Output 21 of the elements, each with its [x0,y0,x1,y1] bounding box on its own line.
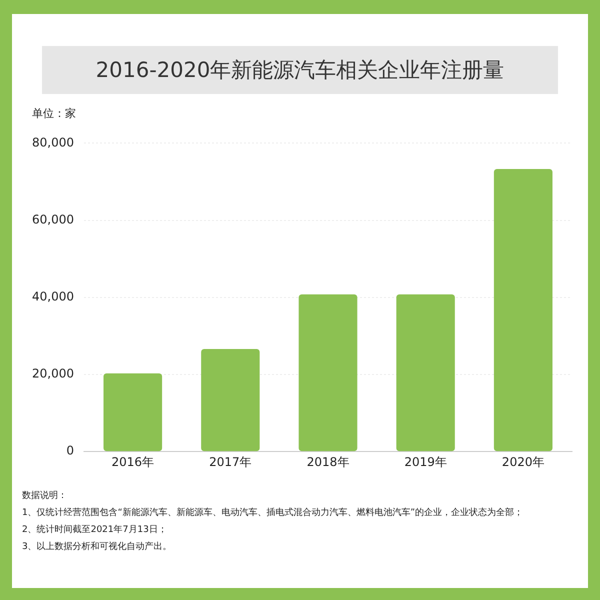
x-tick-label: 2016年 [112,454,154,469]
y-tick-label: 80,000 [32,135,74,150]
y-tick-label: 20,000 [32,366,74,381]
x-tick-label: 2017年 [209,454,252,469]
text: 3、以上数据分析和可视化自动产出。 [22,540,173,554]
chart-title: 2016-2020年新能源汽车相关企业年注册量 [42,46,558,94]
text: 1、仅统计经营范围包含“新能源汽车、新能源车、电动汽车、插电式混合动力汽车、燃料电池汽车”的企业，企业状态为全部； [22,506,524,520]
y-tick-label: 0 [66,444,74,458]
x-tick-label: 2019年 [404,454,447,469]
y-tick-label: 60,000 [32,212,74,226]
text: 数据说明： [22,490,68,503]
bar [104,373,162,452]
x-tick-label: 2020年 [502,454,544,469]
y-axis-title: 单位：家 [32,106,76,121]
x-tick-label: 2018年 [306,454,350,469]
bar [298,294,358,452]
y-tick-label: 40,000 [32,290,74,304]
text: 2、统计时间截至2021年7月13日； [22,524,168,537]
bar [396,294,455,452]
bar [494,169,552,452]
bar [201,349,260,452]
